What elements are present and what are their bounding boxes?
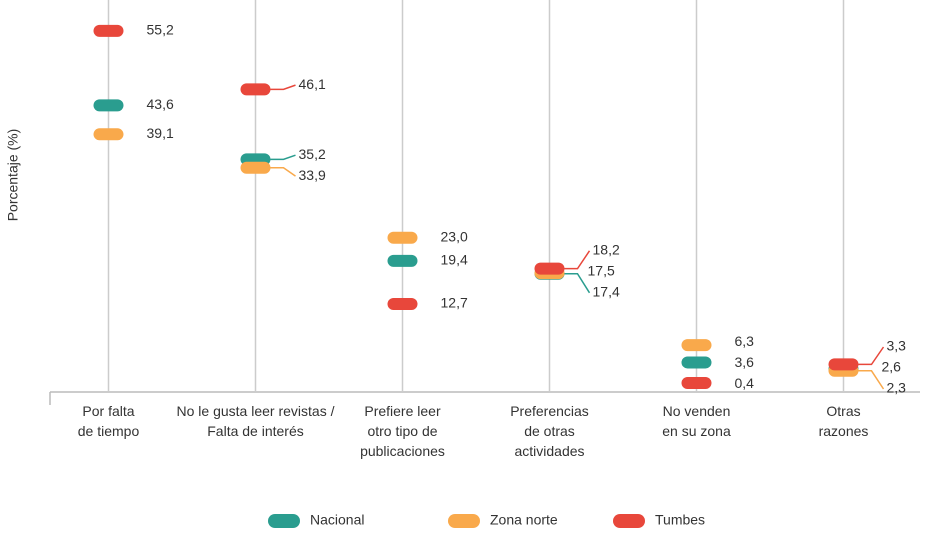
value-label: 19,4 [441,252,468,268]
x-tick-label-line: de otras [524,423,575,439]
value-label: 17,5 [588,263,615,279]
dot [387,254,418,267]
dot [93,99,124,112]
x-tick-label: Otras razones [819,403,869,439]
legend-label: Tumbes [655,512,705,528]
x-tick-label-line: Prefiere leer [364,403,441,419]
value-label: 46,1 [299,76,326,92]
value-label: 3,6 [735,354,755,370]
x-tick-label: Prefiere leer otro tipo de publicaciones [360,403,445,459]
leader-line [270,84,296,91]
value-label: 55,2 [147,22,174,38]
x-tick-label-line: de tiempo [78,423,140,439]
x-tick-label: No venden en su zona [662,403,731,439]
legend-label: Nacional [310,512,364,528]
x-tick-label-line: actividades [514,443,584,459]
value-label: 43,6 [147,96,174,112]
dot [240,161,271,174]
x-tick-label-line: Otras [826,403,860,419]
x-tick-label-line: publicaciones [360,443,445,459]
leader-line [564,250,591,270]
dot [534,262,565,275]
x-tick-label-line: No venden [663,403,731,419]
x-tick-label: Por falta de tiempo [78,403,140,439]
dot [681,356,712,369]
value-label: 39,1 [147,125,174,141]
value-label: 17,4 [593,284,620,300]
x-tick-label-line: Preferencias [510,403,589,419]
value-label: 18,2 [593,242,620,258]
y-axis-label: Porcentaje (%) [5,129,21,222]
leader-line [564,273,591,294]
value-label: 12,7 [441,295,468,311]
x-tick-label-line: razones [819,423,869,439]
legend-label: Zona norte [490,512,558,528]
x-tick-label-line: No le gusta leer revistas / [177,403,335,419]
x-tick-label-line: en su zona [662,423,731,439]
legend-swatch [268,514,300,528]
value-label: 6,3 [735,333,755,349]
dot [681,339,712,352]
value-label: 33,9 [299,167,326,183]
x-tick-label-line: Por falta [82,403,134,419]
leader-line [270,166,296,177]
x-tick-label: No le gusta leer revistas / Falta de inte… [177,403,335,439]
x-tick-label-line: otro tipo de [367,423,437,439]
leader-line [270,154,296,161]
value-label: 23,0 [441,228,468,244]
value-label: 2,3 [887,380,907,396]
legend-swatch [448,514,480,528]
value-label: 35,2 [299,146,326,162]
dot [681,377,712,390]
dot [387,231,418,244]
leader-line [858,346,885,366]
dot [828,358,859,371]
value-label: 2,6 [882,359,902,375]
x-tick-label-line: Falta de interés [207,423,304,439]
x-tick-label: Preferencias de otras actividades [510,403,589,459]
dot [93,24,124,37]
leader-line [858,370,885,390]
dot [240,83,271,96]
value-label: 0,4 [735,375,755,391]
value-label: 3,3 [887,338,907,354]
dot [387,297,418,310]
legend-swatch [613,514,645,528]
dot [93,128,124,141]
